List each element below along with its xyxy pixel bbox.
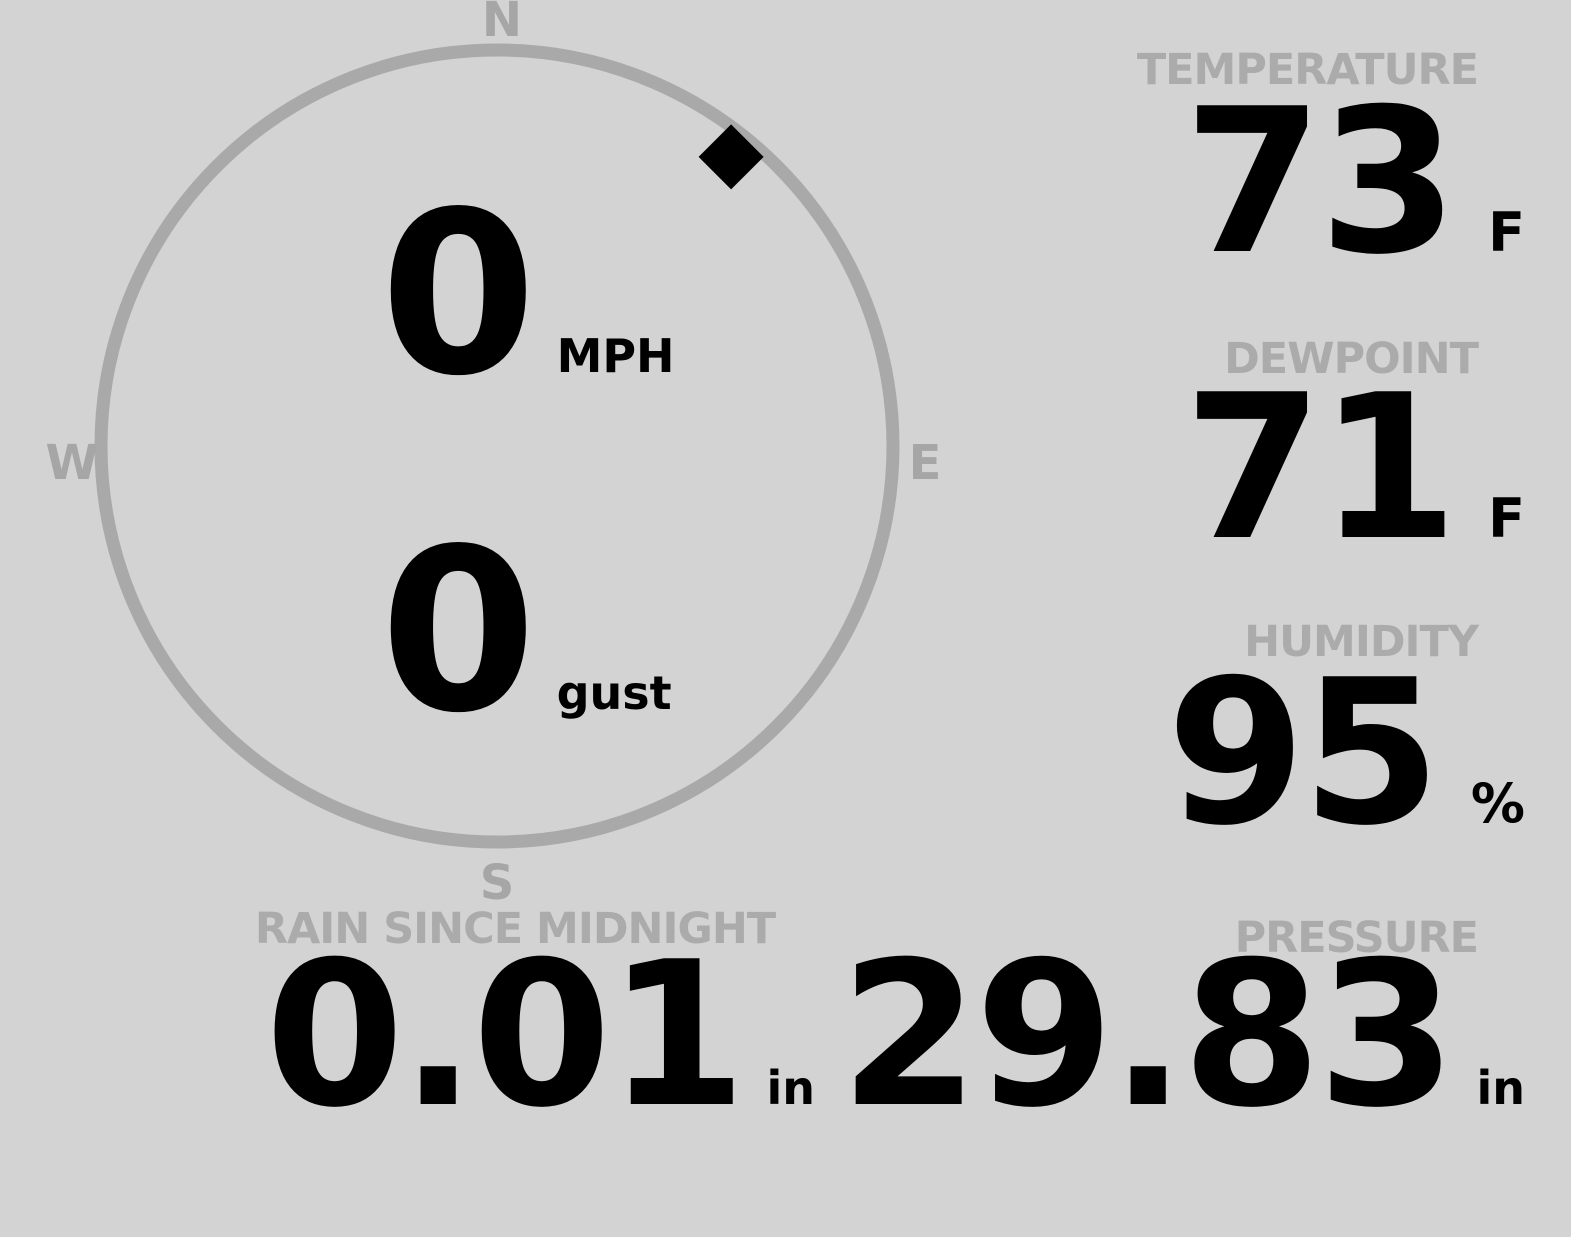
dewpoint-value: 71 [1183,352,1458,585]
temperature-heading: TEMPERATURE [1136,45,1479,95]
wind-speed: 0 MPH [380,183,675,408]
wind-compass [94,43,900,849]
pressure-value: 29.83 [839,919,1457,1152]
wind-gust-value: 0 [380,501,537,763]
wind-gust-unit: gust [556,666,672,720]
wind-speed-unit: MPH [556,329,675,383]
compass-label-west: W [45,435,99,491]
humidity-unit: % [1470,772,1525,835]
temperature-value-row: 73 F [1184,83,1525,283]
compass-label-north: N [481,0,523,48]
dewpoint-heading: DEWPOINT [1224,334,1479,384]
dewpoint-unit: F [1488,487,1525,550]
wind-gust: 0 gust [380,520,672,745]
humidity-value-row: 95 % [1167,654,1525,854]
pressure-unit: in [1476,1061,1525,1115]
wind-speed-value: 0 [380,164,537,426]
pressure-value-row: 29.83 in [840,936,1525,1136]
compass-label-south: S [479,855,515,911]
humidity-value: 95 [1166,637,1441,870]
pressure-heading: PRESSURE [1234,913,1479,963]
dewpoint-value-row: 71 F [1184,369,1525,569]
rain-unit: in [766,1061,815,1115]
rain-heading: RAIN SINCE MIDNIGHT [254,904,776,954]
humidity-heading: HUMIDITY [1244,617,1479,667]
compass-label-east: E [908,435,942,491]
wind-direction-marker-icon [698,124,764,190]
compass-ring [94,43,900,849]
rain-value-row: 0.01 in [265,936,815,1136]
rain-value: 0.01 [265,919,746,1152]
temperature-value: 73 [1183,66,1458,299]
temperature-unit: F [1488,201,1525,264]
